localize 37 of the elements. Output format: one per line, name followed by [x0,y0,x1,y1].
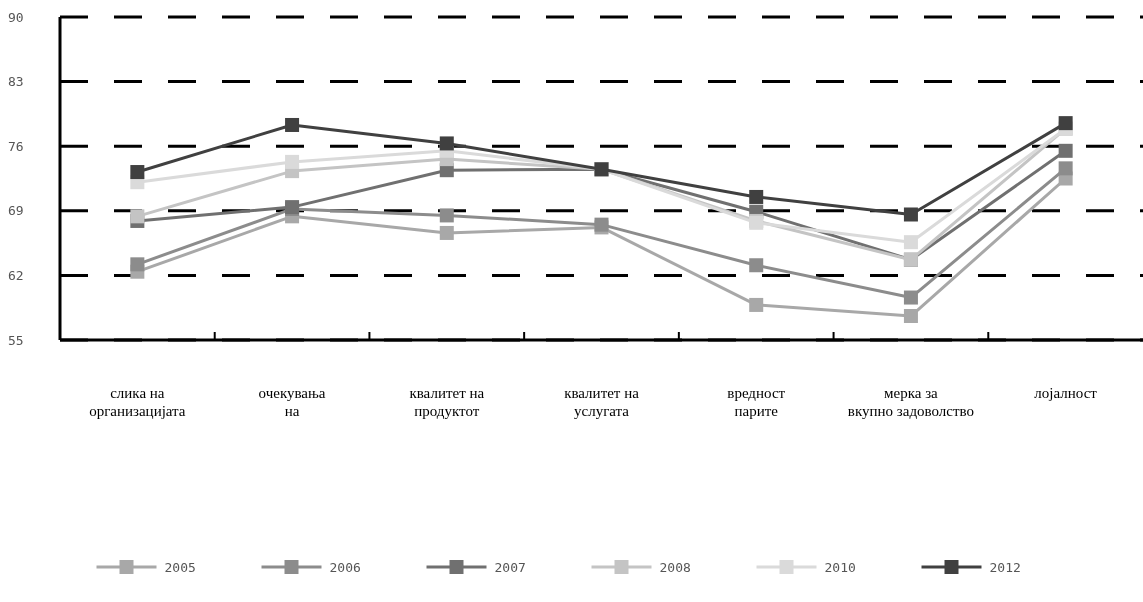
x-tick-label: слика на организацијата [89,385,186,419]
y-tick-label: 83 [8,74,24,90]
point [439,208,454,223]
y-tick-label: 90 [8,9,24,25]
legend-label: 2008 [659,559,691,575]
point [130,209,145,224]
point [439,225,454,240]
point [130,257,145,272]
legend-label: 2012 [989,559,1021,575]
point [903,235,918,250]
legend-label: 2005 [164,559,196,575]
y-tick-label: 55 [8,332,24,348]
x-tick-label: очекувања на [258,385,326,419]
x-tick-label: вредност парите [727,385,786,419]
legend-label: 2006 [329,559,361,575]
point [285,117,300,132]
point [749,189,764,204]
point [903,290,918,305]
point [1058,161,1073,176]
point [439,136,454,151]
point [903,207,918,222]
point [749,258,764,273]
point [285,154,300,169]
y-tick-label: 69 [8,203,24,219]
x-tick-label: квалитет на продуктот [409,385,485,419]
x-tick-label: мерка за вкупно задоволство [847,385,974,419]
point [1058,143,1073,158]
y-tick-label: 76 [8,138,24,154]
legend-label: 2007 [494,559,526,575]
x-tick-label: квалитет на услугата [564,385,640,419]
x-tick-label: лојалност [1034,385,1098,401]
y-tick-label: 62 [8,267,24,283]
legend-label: 2010 [824,559,856,575]
point [749,297,764,312]
point [903,309,918,324]
point [1058,116,1073,131]
point [130,165,145,180]
